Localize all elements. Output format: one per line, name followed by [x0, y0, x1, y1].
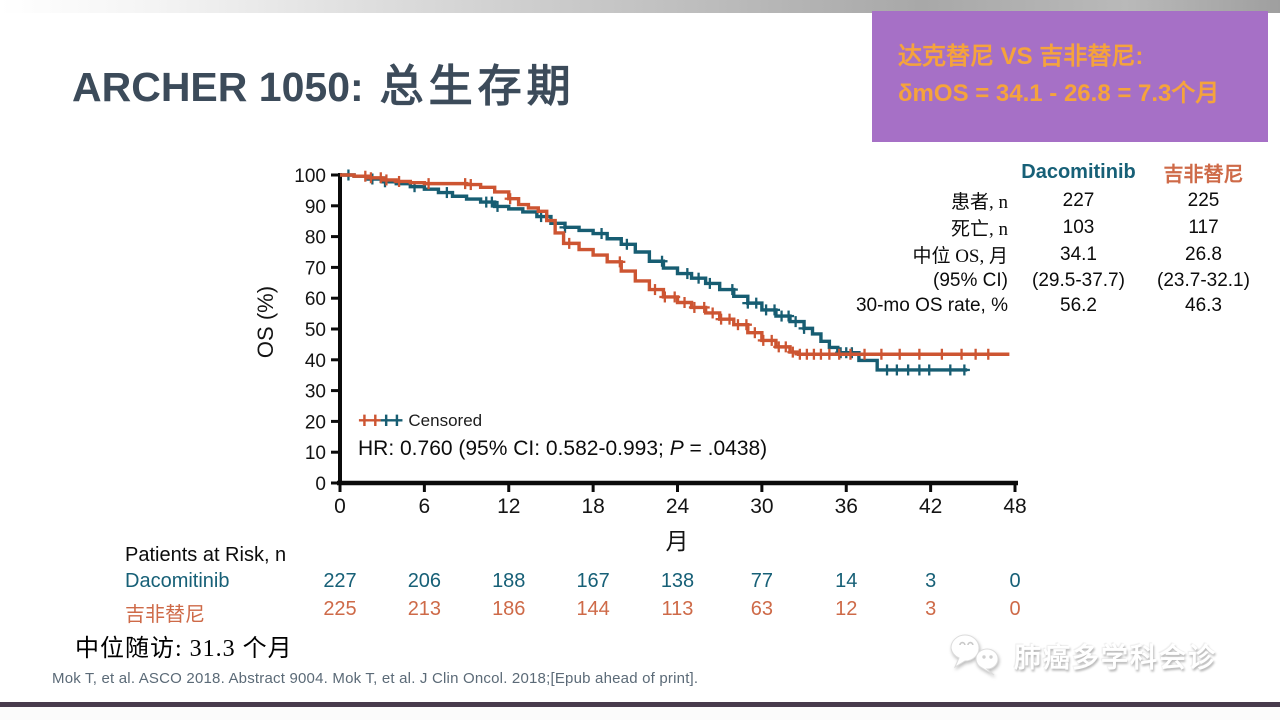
cell-value: 103: [1062, 216, 1095, 238]
top-gradient-bar: [0, 0, 1280, 13]
risk-count: 63: [750, 598, 773, 620]
hazard-ratio-annotation: HR: 0.760 (95% CI: 0.582-0.993; P = .043…: [358, 437, 767, 461]
row-label: 患者, n: [950, 192, 1008, 213]
censor-marks-1: [359, 170, 994, 360]
bottom-divider: [0, 702, 1280, 707]
risk-count: 225: [323, 598, 357, 620]
svg-text:70: 70: [305, 258, 326, 279]
os-summary-row: 中位 OS, 月 34.1 26.8: [833, 241, 1266, 268]
row-label: (95% CI): [933, 269, 1008, 291]
wechat-bubbles-icon: [950, 634, 999, 676]
column-header: 吉非替尼: [1163, 164, 1244, 186]
row-label: 死亡, n: [950, 219, 1008, 240]
os-summary-table: Dacomitinib 吉非替尼患者, n 227 225 死亡, n 103 117 中位 …: [833, 158, 1266, 318]
os-summary-row: 死亡, n 103 117: [833, 214, 1266, 241]
footer-citation: Mok T, et al. ASCO 2018. Abstract 9004. …: [52, 670, 699, 687]
svg-text:0: 0: [315, 474, 326, 495]
svg-text:30: 30: [750, 495, 773, 518]
svg-text:50: 50: [305, 320, 326, 341]
svg-text:36: 36: [835, 495, 858, 518]
censored-legend: ++ ++ Censored: [358, 408, 482, 434]
callout-line2: δmOS = 34.1 - 26.8 = 7.3个月: [898, 80, 1220, 108]
y-axis-label: OS (%): [253, 285, 278, 359]
svg-text:10: 10: [305, 443, 326, 464]
axes: 0 10 20 30 40 50 60 70 80 90 100 0 6 12 18 24 30 36 42 48: [294, 166, 1026, 518]
os-summary-header-row: Dacomitinib 吉非替尼: [833, 158, 1266, 187]
risk-count: 0: [1009, 598, 1021, 620]
below-divider-strip: [0, 707, 1280, 720]
watermark: 肺癌多学科会诊: [948, 632, 1217, 678]
cell-value: (23.7-32.1): [1157, 269, 1250, 291]
os-summary-row: (95% CI) (29.5-37.7) (23.7-32.1): [833, 268, 1266, 293]
column-header: Dacomitinib: [1021, 161, 1136, 183]
svg-text:30: 30: [305, 382, 326, 403]
os-summary-row: 患者, n 227 225: [833, 187, 1266, 214]
svg-text:20: 20: [305, 412, 326, 433]
cell-value: 227: [1062, 189, 1095, 211]
risk-count: 3: [925, 570, 937, 592]
risk-count: 144: [576, 598, 610, 620]
title-chinese: 总生存期: [363, 62, 576, 111]
os-summary-row: 30-mo OS rate, % 56.2 46.3: [833, 293, 1266, 318]
risk-row-label: Dacomitinib: [125, 570, 230, 592]
svg-text:24: 24: [666, 495, 690, 518]
risk-count: 77: [750, 570, 773, 592]
risk-count: 12: [835, 598, 858, 620]
cell-value: 26.8: [1185, 243, 1222, 265]
risk-count: 188: [492, 570, 526, 592]
patients-at-risk-title: Patients at Risk, n: [125, 544, 287, 566]
svg-text:6: 6: [419, 495, 431, 518]
risk-row-label: 吉非替尼: [125, 604, 205, 626]
svg-text:42: 42: [919, 495, 942, 518]
cell-value: 46.3: [1185, 294, 1222, 316]
svg-text:100: 100: [294, 166, 326, 187]
svg-text:12: 12: [497, 495, 520, 518]
watermark-text: 肺癌多学科会诊: [1014, 642, 1217, 673]
median-followup-text: 中位随访: 31.3 个月: [75, 636, 293, 662]
cell-value: (29.5-37.7): [1032, 269, 1125, 291]
svg-text:40: 40: [305, 351, 326, 372]
callout-line1: 达克替尼 VS 吉非替尼:: [898, 43, 1144, 70]
risk-count: 14: [835, 570, 858, 592]
hr-p-italic: P: [669, 437, 684, 460]
row-label: 中位 OS, 月: [912, 246, 1008, 267]
censored-label: Censored: [408, 411, 483, 430]
risk-count: 227: [323, 570, 357, 592]
svg-text:60: 60: [305, 289, 326, 310]
svg-text:90: 90: [305, 197, 326, 218]
x-axis-label: 月: [665, 529, 689, 554]
cell-value: 225: [1187, 189, 1220, 211]
cell-value: 117: [1188, 216, 1219, 238]
risk-count: 186: [492, 598, 526, 620]
risk-count: 3: [925, 598, 937, 620]
comparison-callout-box: 达克替尼 VS 吉非替尼: δmOS = 34.1 - 26.8 = 7.3个月: [872, 11, 1268, 142]
risk-count: 213: [407, 598, 442, 620]
row-label: 30-mo OS rate, %: [855, 294, 1008, 316]
risk-count: 138: [660, 570, 695, 592]
hr-prefix: HR: 0.760 (95% CI: 0.582-0.993;: [358, 437, 670, 460]
page-title: ARCHER 1050: 总生存期: [72, 50, 576, 114]
title-english: ARCHER 1050:: [72, 64, 364, 110]
risk-count: 113: [661, 598, 694, 620]
cell-value: 34.1: [1060, 243, 1097, 265]
cell-value: 56.2: [1060, 294, 1097, 316]
svg-text:0: 0: [334, 495, 346, 518]
risk-count: 0: [1009, 570, 1021, 592]
censor-mark-glyphs-gefitinib: ++: [358, 408, 382, 433]
censor-mark-glyphs-dacomitinib: ++: [379, 408, 404, 433]
hr-suffix: = .0438): [683, 437, 768, 460]
svg-text:80: 80: [305, 228, 326, 249]
svg-text:48: 48: [1003, 495, 1026, 518]
risk-count: 167: [576, 570, 610, 592]
risk-count: 206: [407, 570, 442, 592]
svg-text:18: 18: [581, 495, 604, 518]
km-curve-1: [340, 170, 1010, 360]
